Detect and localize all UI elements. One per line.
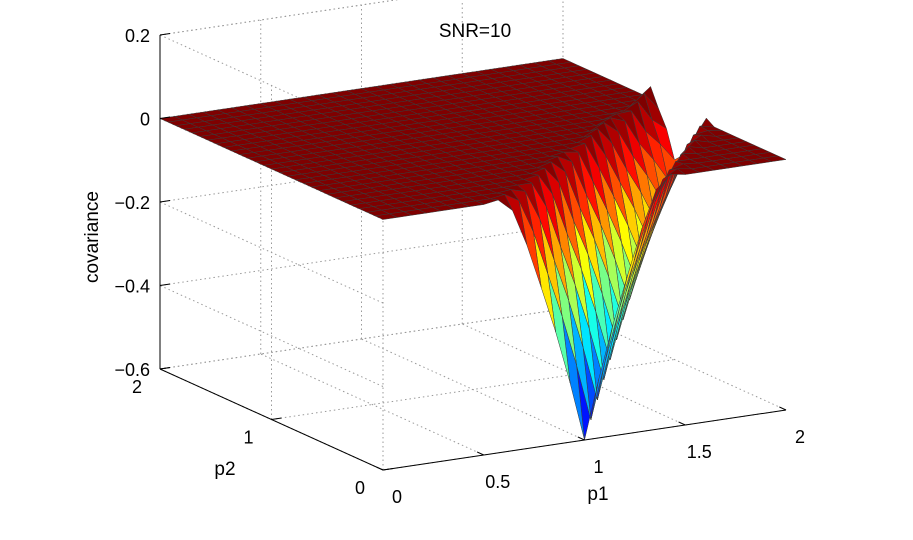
z-tick-mark bbox=[159, 367, 171, 370]
x-tick-mark bbox=[678, 421, 686, 426]
x-tick-label: 1 bbox=[593, 457, 603, 477]
y-tick-label: 2 bbox=[132, 377, 142, 397]
x-tick-label: 0 bbox=[392, 487, 402, 507]
z-axis-label: covariance bbox=[82, 191, 103, 283]
y-tick-mark bbox=[271, 417, 282, 420]
surface-mesh bbox=[159, 58, 787, 441]
y-tick-label: 1 bbox=[243, 428, 253, 448]
z-tick-mark bbox=[159, 33, 171, 36]
y-tick-mark bbox=[382, 468, 394, 471]
y-axis-label: p2 bbox=[214, 459, 235, 480]
x-tick-mark bbox=[476, 451, 484, 456]
axes-grid bbox=[159, 0, 787, 471]
surface-patch bbox=[563, 151, 587, 195]
grid-line bbox=[159, 285, 384, 387]
grid-line bbox=[562, 308, 787, 411]
surface-patch bbox=[523, 174, 547, 207]
surface-patch bbox=[517, 182, 541, 220]
x-tick-mark bbox=[779, 406, 787, 411]
surface-patch bbox=[610, 117, 634, 157]
x-tick-mark bbox=[376, 466, 384, 471]
axes-box bbox=[159, 33, 787, 471]
surface-patch bbox=[510, 189, 534, 233]
x-tick-label: 1.5 bbox=[687, 442, 712, 462]
grid-line bbox=[260, 353, 484, 456]
x-axis-label: p1 bbox=[587, 484, 608, 505]
z-tick-label: 0 bbox=[140, 110, 150, 130]
chart-title: SNR=10 bbox=[439, 21, 511, 42]
x-tick-mark bbox=[577, 436, 585, 441]
z-tick-label: −0.2 bbox=[114, 193, 150, 213]
z-tick-mark bbox=[159, 200, 171, 203]
surface-patch bbox=[489, 194, 513, 211]
surface-patch bbox=[570, 143, 594, 182]
surface-patch bbox=[763, 155, 787, 162]
grid-line bbox=[159, 225, 564, 286]
z-tick-mark bbox=[159, 116, 171, 119]
grid-line bbox=[159, 308, 564, 370]
y-tick-label: 0 bbox=[355, 478, 365, 498]
z-tick-label: −0.4 bbox=[114, 277, 150, 297]
z-tick-label: −0.6 bbox=[114, 360, 150, 380]
grid-line bbox=[271, 359, 675, 420]
grid-line bbox=[159, 201, 384, 304]
z-tick-label: 0.2 bbox=[125, 26, 150, 46]
x-tick-label: 0.5 bbox=[485, 472, 510, 492]
z-tick-mark bbox=[159, 283, 171, 286]
x-tick-label: 2 bbox=[795, 427, 805, 447]
grid-line bbox=[159, 0, 399, 36]
